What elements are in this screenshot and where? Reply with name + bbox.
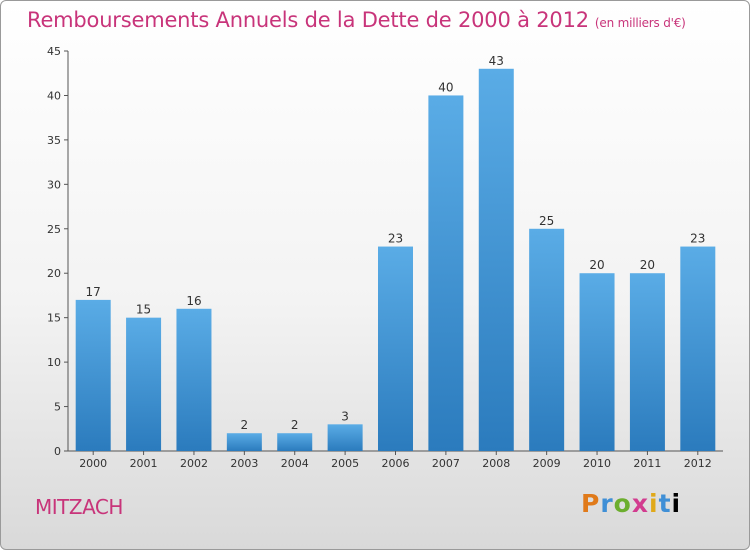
bar-2000 — [75, 299, 111, 451]
bar-value-label: 15 — [136, 303, 151, 317]
x-tick-label: 2011 — [633, 457, 661, 470]
x-tick-label: 2004 — [281, 457, 309, 470]
bar-2001 — [126, 317, 162, 451]
bar-2011 — [629, 273, 665, 451]
y-tick-label: 25 — [47, 223, 61, 236]
bar-value-label: 20 — [640, 258, 655, 272]
proxiti-logo: Proxiti — [581, 489, 682, 518]
chart-unit: (en milliers d'€) — [594, 16, 686, 30]
bar-chart: 0 5 10 15 20 25 30 35 40 45 17 2000 15 2001 16 2002 2 20… — [47, 45, 723, 470]
x-tick-label: 2012 — [684, 457, 712, 470]
x-tick-label: 2002 — [180, 457, 208, 470]
y-tick-label: 35 — [47, 134, 61, 147]
x-tick-label: 2006 — [382, 457, 410, 470]
x-tick-label: 2003 — [230, 457, 258, 470]
bar-2002 — [176, 308, 212, 451]
chart-labels: 17 2000 15 2001 16 2002 2 2003 2 2004 3 2005 23 2006 4… — [79, 54, 712, 470]
x-tick-label: 2000 — [79, 457, 107, 470]
bar-value-label: 2 — [241, 418, 249, 432]
bar-2012 — [680, 246, 716, 451]
y-tick-label: 45 — [47, 45, 61, 58]
bar-2006 — [378, 246, 413, 451]
x-tick-label: 2007 — [432, 457, 460, 470]
y-tick-label: 40 — [47, 89, 61, 102]
x-tick-label: 2001 — [130, 457, 158, 470]
bar-2007 — [428, 95, 464, 451]
y-tick-label: 5 — [54, 401, 61, 414]
chart-title: Remboursements Annuels de la Dette de 20… — [27, 8, 686, 32]
chart-title-text: Remboursements Annuels de la Dette de 20… — [27, 8, 589, 32]
y-tick-label: 20 — [47, 267, 61, 280]
bar-value-label: 2 — [291, 418, 299, 432]
bar-value-label: 23 — [388, 232, 403, 246]
bar-value-label: 16 — [186, 294, 201, 308]
chart-bars — [75, 68, 716, 452]
y-tick-label: 15 — [47, 312, 61, 325]
commune-name: MITZACH — [35, 495, 123, 519]
y-tick-label: 10 — [47, 356, 61, 369]
bar-2004 — [277, 433, 313, 451]
bar-2009 — [529, 228, 565, 451]
x-tick-label: 2009 — [533, 457, 561, 470]
bar-value-label: 17 — [86, 285, 101, 299]
bar-2008 — [478, 68, 514, 452]
bar-value-label: 20 — [589, 258, 604, 272]
bar-value-label: 25 — [539, 214, 554, 228]
y-tick-label: 30 — [47, 178, 61, 191]
y-tick-label: 0 — [54, 445, 61, 458]
bar-value-label: 23 — [690, 232, 705, 246]
bar-value-label: 3 — [341, 409, 349, 423]
x-tick-label: 2008 — [482, 457, 510, 470]
bar-value-label: 40 — [438, 80, 453, 94]
bar-2003 — [226, 433, 262, 451]
bar-value-label: 43 — [489, 54, 504, 68]
x-tick-label: 2010 — [583, 457, 611, 470]
bar-2005 — [327, 424, 363, 451]
bar-2010 — [579, 273, 615, 451]
x-tick-label: 2005 — [331, 457, 359, 470]
